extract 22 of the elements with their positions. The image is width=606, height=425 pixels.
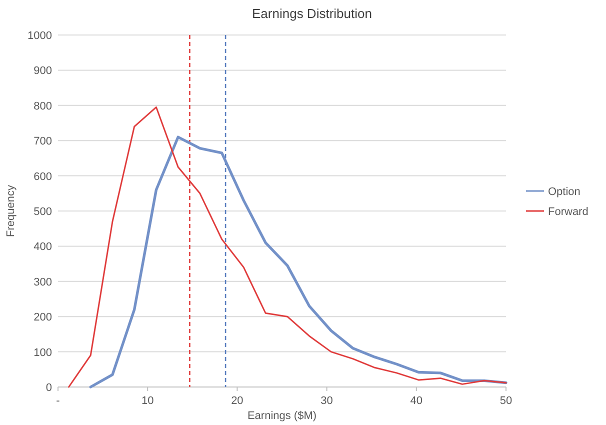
y-tick-label: 600 xyxy=(34,170,52,183)
x-tick-label: 30 xyxy=(320,395,333,407)
chart-title: Earnings Distribution xyxy=(252,6,372,21)
legend-label: Forward xyxy=(548,206,588,218)
y-tick-label: 100 xyxy=(34,346,52,359)
y-axis-title: Frequency xyxy=(5,184,17,237)
y-tick-label: 0 xyxy=(46,382,52,394)
y-tick-label: 300 xyxy=(34,276,52,288)
y-tick-label: 200 xyxy=(34,312,52,324)
y-tick-label: 400 xyxy=(34,241,52,254)
x-tick-label: 40 xyxy=(410,395,423,407)
x-tick-label: - xyxy=(56,395,60,407)
legend-label: Option xyxy=(548,186,580,198)
y-tick-label: 900 xyxy=(34,65,52,78)
x-tick-label: 10 xyxy=(141,395,154,407)
x-tick-label: 50 xyxy=(500,395,512,407)
y-tick-label: 800 xyxy=(34,100,52,112)
y-tick-label: 500 xyxy=(34,206,52,218)
y-tick-label: 700 xyxy=(34,136,52,148)
x-tick-label: 20 xyxy=(231,395,244,407)
y-tick-label: 1000 xyxy=(28,30,52,42)
x-axis-title: Earnings ($M) xyxy=(247,410,317,422)
